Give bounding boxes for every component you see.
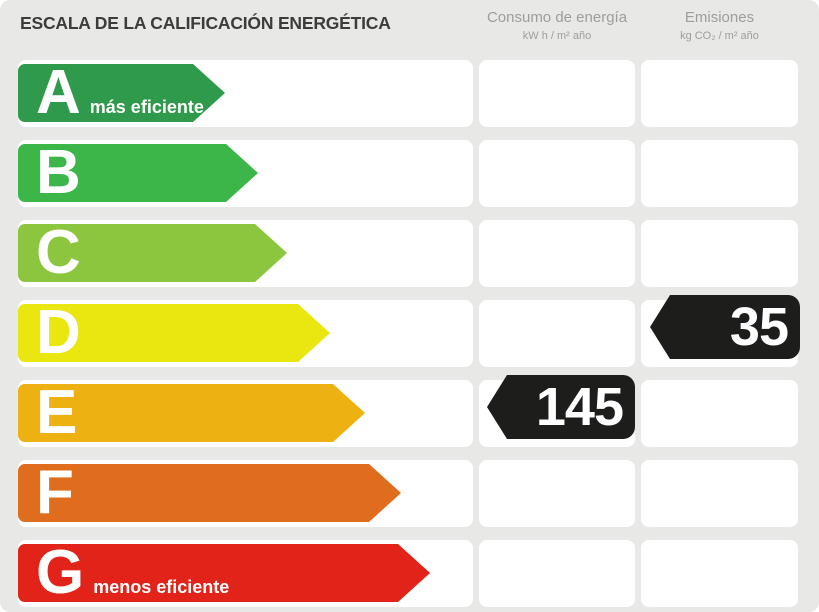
rating-bar-c: C bbox=[18, 224, 287, 282]
emisiones-value-badge: 35 bbox=[650, 295, 800, 359]
consumo-cell bbox=[479, 540, 635, 607]
consumo-column-label: Consumo de energía bbox=[486, 9, 628, 26]
emisiones-cell bbox=[641, 140, 798, 207]
emisiones-column-units: kg CO₂ / m² año bbox=[680, 30, 759, 42]
emisiones-column-header: Emisiones kg CO₂ / m² año bbox=[641, 9, 798, 42]
rating-letter: B bbox=[36, 138, 81, 207]
rating-bar-content: E bbox=[18, 382, 77, 444]
emisiones-column-label: Emisiones bbox=[684, 9, 755, 26]
rating-bar-content: D bbox=[18, 302, 81, 364]
consumo-column-header: Consumo de energía kW h / m² año bbox=[479, 9, 635, 42]
rating-bar-content: F bbox=[18, 462, 74, 524]
consumo-cell bbox=[479, 140, 635, 207]
rating-letter: C bbox=[36, 218, 81, 287]
rating-letter: D bbox=[36, 298, 81, 367]
consumo-cell bbox=[479, 60, 635, 127]
rating-bar-content: C bbox=[18, 222, 81, 284]
emisiones-cell bbox=[641, 380, 798, 447]
rating-letter: G bbox=[36, 538, 85, 607]
rating-letter: A bbox=[36, 58, 81, 127]
rating-bar-content: B bbox=[18, 142, 81, 204]
emisiones-cell bbox=[641, 540, 798, 607]
page-title: ESCALA DE LA CALIFICACIÓN ENERGÉTICA bbox=[20, 13, 391, 33]
rating-row-e: E 145 bbox=[0, 375, 819, 447]
emisiones-cell bbox=[641, 60, 798, 127]
consumo-value-badge: 145 bbox=[487, 375, 635, 439]
rating-row-c: C bbox=[0, 220, 819, 287]
rating-bar-b: B bbox=[18, 144, 258, 202]
efficiency-note: más eficiente bbox=[89, 97, 204, 117]
rating-row-b: B bbox=[0, 140, 819, 207]
efficiency-note: menos eficiente bbox=[93, 577, 230, 597]
consumo-column-units: kW h / m² año bbox=[522, 30, 592, 42]
emisiones-cell bbox=[641, 460, 798, 527]
rating-bar-e: E bbox=[18, 384, 365, 442]
consumo-cell bbox=[479, 220, 635, 287]
consumo-cell bbox=[479, 460, 635, 527]
rating-letter: F bbox=[36, 458, 74, 527]
rating-row-d: D 35 bbox=[0, 295, 819, 367]
rating-bar-f: F bbox=[18, 464, 401, 522]
consumo-cell bbox=[479, 300, 635, 367]
rating-row-f: F bbox=[0, 460, 819, 527]
rating-bar-d: D bbox=[18, 304, 330, 362]
rating-letter: E bbox=[36, 378, 78, 447]
emisiones-cell bbox=[641, 220, 798, 287]
